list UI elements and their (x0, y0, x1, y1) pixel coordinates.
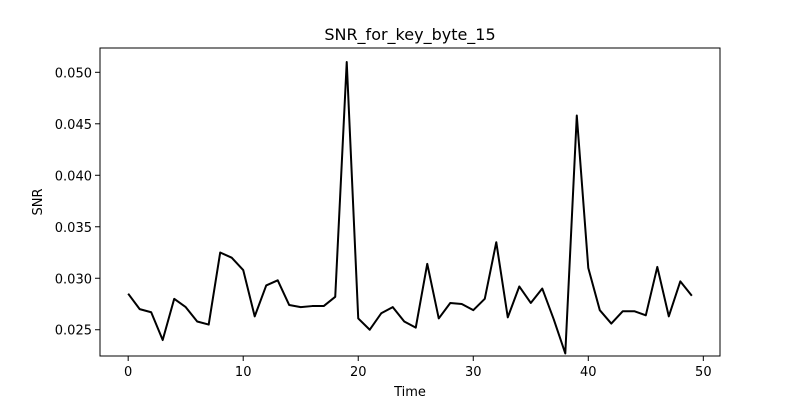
y-tick-label: 0.025 (55, 324, 92, 339)
x-axis-label: Time (393, 385, 426, 400)
y-axis-label: SNR (31, 188, 46, 215)
x-tick-label: 40 (580, 365, 597, 380)
x-tick-label: 20 (350, 365, 367, 380)
y-tick-label: 0.030 (55, 272, 92, 287)
x-tick-label: 50 (695, 365, 712, 380)
x-axis: 0 10 20 30 40 50 (124, 356, 712, 380)
x-tick-label: 0 (124, 365, 132, 380)
y-tick-label: 0.040 (55, 169, 92, 184)
x-tick-label: 30 (465, 365, 482, 380)
y-tick-label: 0.035 (55, 221, 92, 236)
data-points (128, 61, 692, 354)
y-tick-label: 0.045 (55, 118, 92, 133)
chart-title: SNR_for_key_byte_15 (324, 25, 495, 45)
x-tick-label: 10 (235, 365, 252, 380)
y-tick-label: 0.050 (55, 66, 92, 81)
series-line (127, 61, 693, 355)
y-axis: 0.025 0.030 0.035 0.040 0.045 0.050 (55, 66, 100, 339)
plot-area (99, 47, 721, 357)
